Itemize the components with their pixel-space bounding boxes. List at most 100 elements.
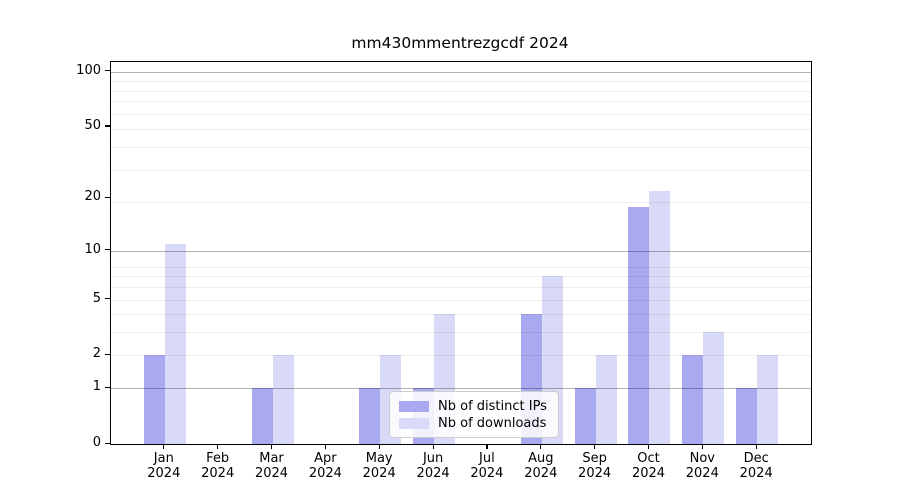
x-tick-mark xyxy=(540,444,542,449)
x-tick-label-nov: Nov 2024 xyxy=(672,451,732,481)
year-label: 2024 xyxy=(739,466,773,481)
bar-sep-downloads xyxy=(595,355,617,444)
x-tick-mark xyxy=(486,444,488,449)
year-label: 2024 xyxy=(201,466,235,481)
year-label: 2024 xyxy=(578,466,612,481)
x-tick-mark xyxy=(648,444,650,449)
legend-row-distinct-ips: Nb of distinct IPs xyxy=(399,398,549,415)
bar-sep-distinct-ips xyxy=(574,388,596,444)
y-tick-mark xyxy=(105,442,110,444)
year-label: 2024 xyxy=(416,466,450,481)
x-tick-label-may: May 2024 xyxy=(349,451,409,481)
x-tick-label-oct: Oct 2024 xyxy=(619,451,679,481)
bar-oct-downloads xyxy=(649,191,671,444)
gridline-minor xyxy=(111,266,811,268)
legend-label-distinct-ips: Nb of distinct IPs xyxy=(438,399,547,414)
y-tick-label: 0 xyxy=(92,435,101,450)
month-label: Apr xyxy=(314,451,337,466)
month-label: Oct xyxy=(637,451,660,466)
month-label: Nov xyxy=(689,451,715,466)
gridline-minor xyxy=(111,81,811,83)
x-tick-mark xyxy=(594,444,596,449)
x-tick-mark xyxy=(432,444,434,449)
gridline-minor xyxy=(111,128,811,130)
month-label: Jun xyxy=(422,451,444,466)
year-label: 2024 xyxy=(470,466,504,481)
gridline-minor xyxy=(111,314,811,316)
legend-swatch-downloads-icon xyxy=(399,418,429,429)
year-label: 2024 xyxy=(147,466,181,481)
y-tick-label: 2 xyxy=(92,346,101,362)
legend-row-downloads: Nb of downloads xyxy=(399,415,549,432)
month-label: Mar xyxy=(259,451,284,466)
chart-title: mm430mmentrezgcdf 2024 xyxy=(351,34,569,52)
bar-may-distinct-ips xyxy=(359,388,381,444)
month-label: May xyxy=(365,451,393,466)
x-tick-mark xyxy=(271,444,273,449)
bar-mar-distinct-ips xyxy=(251,388,273,444)
gridline-minor xyxy=(111,355,811,357)
y-tick-mark xyxy=(105,196,110,199)
year-label: 2024 xyxy=(362,466,396,481)
y-tick-label: 10 xyxy=(84,241,101,257)
gridline-minor xyxy=(111,299,811,301)
x-tick-mark xyxy=(324,444,327,449)
month-label: Dec xyxy=(743,451,769,466)
y-tick-label: 5 xyxy=(92,290,101,306)
bar-mar-downloads xyxy=(272,355,294,444)
year-label: 2024 xyxy=(524,466,558,481)
gridline-minor xyxy=(111,332,811,334)
gridline-minor xyxy=(111,113,811,115)
month-label: Feb xyxy=(206,451,230,466)
y-tick-mark xyxy=(105,353,110,356)
legend-swatch-distinct-ips-icon xyxy=(399,401,429,412)
legend: Nb of distinct IPs Nb of downloads xyxy=(389,391,559,438)
legend-label-downloads: Nb of downloads xyxy=(438,416,547,431)
month-label: Jul xyxy=(479,451,495,466)
bar-dec-distinct-ips xyxy=(736,388,758,444)
gridline-minor xyxy=(111,90,811,92)
y-tick-label: 1 xyxy=(92,379,101,395)
x-tick-mark xyxy=(755,444,757,449)
gridline-minor xyxy=(111,287,811,289)
gridline-minor xyxy=(111,276,811,278)
gridline-minor xyxy=(111,101,811,103)
y-tick-label: 20 xyxy=(84,189,101,205)
y-tick-mark xyxy=(105,386,110,388)
x-tick-label-aug: Aug 2024 xyxy=(511,451,571,481)
gridline-major xyxy=(111,250,811,252)
x-tick-label-dec: Dec 2024 xyxy=(726,451,786,481)
x-tick-mark xyxy=(378,444,380,449)
gridline-minor xyxy=(111,169,811,171)
month-label: Sep xyxy=(582,451,607,466)
year-label: 2024 xyxy=(685,466,719,481)
year-label: 2024 xyxy=(631,466,666,481)
bar-jan-downloads xyxy=(164,243,186,444)
x-tick-label-sep: Sep 2024 xyxy=(565,451,625,481)
y-tick-mark xyxy=(105,125,110,127)
x-tick-label-mar: Mar 2024 xyxy=(242,451,302,481)
bar-nov-distinct-ips xyxy=(682,355,704,444)
x-tick-mark xyxy=(701,444,703,449)
x-tick-mark xyxy=(163,444,165,449)
gridline-minor xyxy=(111,202,811,204)
bar-dec-downloads xyxy=(757,355,779,444)
y-tick-mark xyxy=(105,298,110,300)
bar-jan-distinct-ips xyxy=(143,355,165,444)
plot-area xyxy=(110,61,812,445)
y-tick-mark xyxy=(105,70,110,72)
month-label: Aug xyxy=(528,451,554,466)
gridline-minor xyxy=(111,146,811,148)
year-label: 2024 xyxy=(308,466,342,481)
bar-oct-distinct-ips xyxy=(628,206,650,444)
x-tick-mark xyxy=(217,444,219,449)
y-tick-label: 50 xyxy=(84,117,101,133)
gridline-major xyxy=(111,388,811,390)
y-tick-mark xyxy=(105,249,110,251)
gridline-major xyxy=(111,71,811,73)
bar-nov-downloads xyxy=(703,332,725,444)
x-tick-label-jun: Jun 2024 xyxy=(403,451,463,481)
x-tick-label-apr: Apr 2024 xyxy=(295,451,355,481)
x-tick-label-jan: Jan 2024 xyxy=(134,451,194,481)
